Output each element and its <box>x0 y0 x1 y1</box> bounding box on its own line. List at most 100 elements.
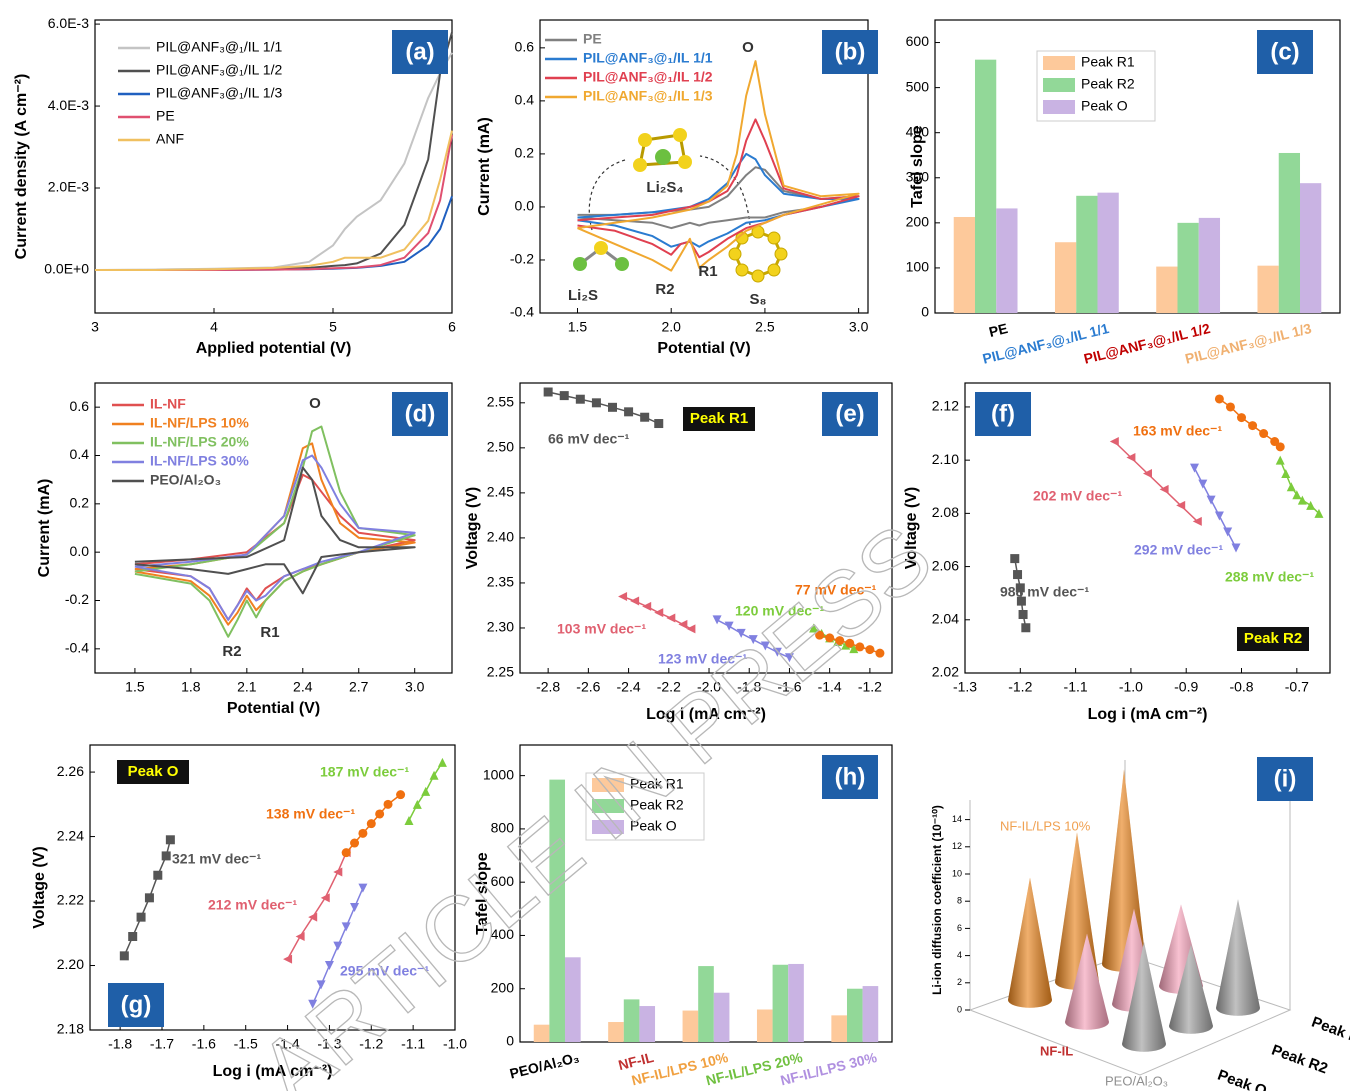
bar <box>549 779 566 1042</box>
bar <box>846 988 863 1042</box>
x-tick-label: -2.4 <box>617 679 641 695</box>
point <box>437 757 447 767</box>
panel-label-box <box>822 755 878 799</box>
point <box>724 621 734 631</box>
y-tick-label: 400 <box>491 926 515 942</box>
point <box>1225 402 1235 412</box>
y-tick-label: 0.0 <box>70 543 90 559</box>
y-tick-label: 100 <box>906 259 930 275</box>
x-tick-label: 1.8 <box>181 679 201 695</box>
x-axis-title: Log i (mA cm⁻²) <box>646 706 766 723</box>
legend-label: Peak R1 <box>630 776 684 792</box>
slope-label: 66 mV dec⁻¹ <box>548 431 630 447</box>
bar <box>772 964 789 1042</box>
point <box>1013 570 1023 580</box>
z-tick-label: 2 <box>957 977 962 987</box>
point <box>640 412 650 422</box>
y-tick-label: 800 <box>491 820 515 836</box>
z-axis-title: Li-ion diffusion coefficient (10⁻¹⁰) <box>930 805 944 995</box>
panel-label: (c) <box>1270 38 1299 65</box>
peak-tag-box <box>117 760 189 784</box>
plot-frame <box>964 382 1331 674</box>
y-axis-title: Current (mA) <box>476 117 493 216</box>
panel-label-box <box>108 983 164 1027</box>
series-line <box>134 466 416 595</box>
x-axis-title: Potential (V) <box>227 700 320 717</box>
bar <box>623 999 640 1042</box>
cone-shade <box>1065 933 1109 1030</box>
point <box>748 635 758 645</box>
legend-label: PE <box>156 108 175 124</box>
point <box>1176 500 1186 510</box>
x-tick-label: 1.5 <box>568 319 588 335</box>
point <box>320 893 330 903</box>
x-axis-title: Log i (mA cm⁻²) <box>1088 706 1208 723</box>
category-label: Peak O <box>1215 1067 1269 1091</box>
y-tick-label: 2.20 <box>57 956 84 972</box>
panel-label-box <box>1257 30 1313 74</box>
x-tick-label: 2.7 <box>349 679 369 695</box>
x-tick-label: -1.6 <box>192 1036 216 1052</box>
legend-label: PIL@ANF₃@₁/IL 1/2 <box>583 69 713 85</box>
point <box>1018 609 1028 619</box>
x-tick-label: -1.1 <box>401 1036 425 1052</box>
point <box>1198 479 1208 489</box>
x-tick-label: 2.4 <box>293 679 313 695</box>
annotation: S₈ <box>749 291 766 308</box>
point <box>815 630 825 640</box>
series-line <box>134 425 416 638</box>
x-tick-label: -2.8 <box>536 679 560 695</box>
y-tick-label: 2.35 <box>487 574 514 590</box>
panel-label: (f) <box>991 400 1015 427</box>
y-tick-label: 2.26 <box>57 763 84 779</box>
x-tick-label: PE <box>987 320 1009 340</box>
z-tick-label: 8 <box>957 896 962 906</box>
x-tick-label: -2.6 <box>576 679 600 695</box>
series-line <box>134 454 416 621</box>
panel-label-box <box>392 392 448 436</box>
fit-line <box>286 852 347 960</box>
bar <box>713 992 730 1042</box>
x-tick-label: -1.2 <box>359 1036 383 1052</box>
y-tick-label: 2.04 <box>932 610 959 626</box>
point <box>136 912 146 922</box>
bar <box>608 1022 624 1042</box>
z-tick-label: 6 <box>957 923 962 933</box>
y-tick-label: 600 <box>906 33 930 49</box>
panel-label: (e) <box>835 400 864 427</box>
point <box>1126 452 1136 462</box>
point <box>1214 394 1224 404</box>
bar <box>1300 183 1322 313</box>
point <box>618 591 628 601</box>
panel-label: (a) <box>405 38 434 65</box>
peak-tag-box <box>1237 627 1309 651</box>
bar <box>533 1024 550 1042</box>
point <box>161 851 171 861</box>
y-axis-title: Tafel slope <box>909 125 926 207</box>
x-tick-label: 6 <box>448 319 456 335</box>
point <box>358 883 368 893</box>
peak-tag-box <box>683 407 755 431</box>
point <box>1015 583 1025 593</box>
point <box>295 932 305 942</box>
z-tick-label: 0 <box>957 1004 962 1014</box>
y-tick-label: 0.0E+0 <box>44 261 89 277</box>
point <box>358 828 368 838</box>
series-label: NF-IL <box>1040 1043 1073 1058</box>
x-tick-label: 3.0 <box>849 319 869 335</box>
x-tick-label: 3 <box>91 319 99 335</box>
point <box>1281 468 1291 478</box>
y-tick-label: 4.0E-3 <box>48 97 89 113</box>
legend-label: Peak R2 <box>1081 76 1135 92</box>
x-tick-label: -1.4 <box>276 1036 300 1052</box>
y-tick-label: 200 <box>906 214 930 230</box>
legend-swatch <box>592 778 624 792</box>
annotation: Li₂S₄ <box>646 179 683 196</box>
point <box>1275 442 1285 452</box>
molecule-li2s <box>573 241 629 271</box>
point <box>666 613 676 623</box>
cone-shade <box>1122 942 1166 1052</box>
x-tick-label: -2.2 <box>657 679 681 695</box>
panel-label-box <box>1257 757 1313 801</box>
x-tick-label: -1.3 <box>953 679 977 695</box>
